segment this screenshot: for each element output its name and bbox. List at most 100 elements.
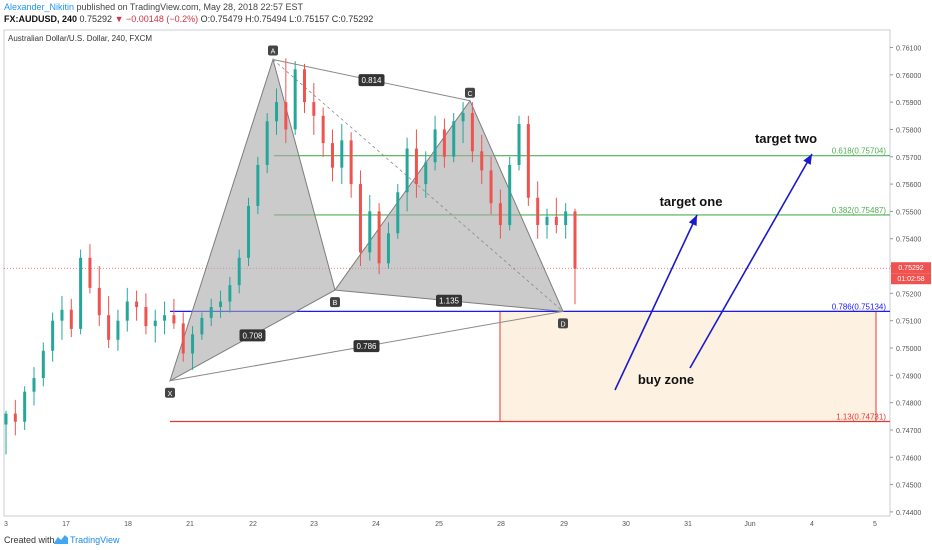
chart-header: Alexander_Nikitin published on TradingVi…: [0, 0, 932, 30]
candle-body: [88, 257, 92, 288]
tradingview-logo-icon: [54, 535, 68, 544]
x-tick-label: 5: [873, 521, 877, 528]
y-tick-label: 0.75100: [896, 319, 921, 326]
candle-body: [424, 162, 428, 185]
fib-level-label: 0.382(0.75487): [832, 206, 887, 215]
candle-body: [470, 113, 474, 152]
x-tick-label: 22: [249, 521, 257, 528]
plot-frame: [3, 29, 891, 517]
x-tick-label: 21: [186, 521, 194, 528]
candle-body: [97, 287, 101, 316]
candle-body: [163, 315, 167, 321]
candle-body: [265, 121, 269, 165]
candle-body: [368, 211, 372, 253]
y-tick-label: 0.76100: [896, 45, 921, 52]
x-tick-label: 31: [684, 521, 692, 528]
ratio-label-bg: [436, 294, 462, 307]
candle-body: [312, 102, 316, 116]
pattern-point-bg: [165, 387, 175, 398]
candle-body: [330, 143, 334, 168]
candle-body: [452, 121, 456, 157]
candle-body: [60, 309, 64, 321]
candle-body: [172, 315, 176, 324]
buy-zone-box: [499, 310, 877, 422]
candle-body: [564, 211, 568, 226]
x-tick-label: Jun: [744, 521, 755, 528]
pattern-point-bg: [465, 87, 475, 98]
candle-body: [554, 216, 558, 226]
candle-body: [545, 216, 549, 226]
candle-body: [405, 148, 409, 193]
y-tick-label: 0.74900: [896, 373, 921, 380]
candle-body: [480, 151, 484, 171]
footer: Created with TradingView: [0, 532, 932, 550]
candle-body: [498, 203, 502, 226]
annotation-text: target one: [660, 194, 723, 209]
candle-body: [256, 164, 260, 206]
fib-level-label: 1.13(0.74731): [836, 412, 886, 421]
pattern-point-label: C: [467, 91, 472, 98]
candle-body: [209, 307, 213, 318]
last-price-tag-label: 0.75292: [898, 265, 923, 272]
candle-body: [79, 257, 83, 329]
target-arrow-line: [614, 214, 698, 391]
candle-body: [153, 320, 157, 327]
annotation-text: target two: [755, 131, 817, 146]
annotation-text: buy zone: [638, 372, 694, 387]
candle-body: [526, 123, 530, 198]
candlestick-chart[interactable]: 0.618(0.75704) 0.382(0.75487) 0.786(0.7513…: [0, 28, 932, 532]
symbol-label: FX:AUDUSD, 240: [4, 14, 78, 24]
arrow-head-icon: [803, 154, 812, 165]
candle-body: [396, 192, 400, 234]
ratio-label-bg: [358, 74, 385, 87]
candle-body: [349, 140, 353, 185]
x-tick-label: 25: [435, 521, 443, 528]
candle-body: [284, 102, 288, 130]
author-link[interactable]: Alexander_Nikitin: [4, 2, 75, 12]
price-change: −0.00148 (−0.2%): [126, 14, 199, 24]
candle-body: [69, 309, 73, 329]
candle-body: [135, 301, 139, 308]
candle-body: [51, 320, 55, 351]
pattern-point-bg: [558, 318, 568, 329]
candle-body: [573, 211, 577, 269]
candle-body: [13, 413, 17, 422]
x-tick-label: 29: [560, 521, 568, 528]
candle-body: [377, 211, 381, 264]
quote-line: FX:AUDUSD, 240 0.75292 ▼ −0.00148 (−0.2%…: [4, 14, 373, 24]
y-tick-label: 0.75000: [896, 346, 921, 353]
target-arrow-line: [689, 153, 813, 369]
ohlc-values: O:0.75479 H:0.75494 L:0.75157 C:0.75292: [200, 14, 374, 24]
candle-body: [340, 140, 344, 168]
y-tick-label: 0.75200: [896, 291, 921, 298]
y-tick-label: 0.75900: [896, 100, 921, 107]
pattern-point-label: D: [560, 321, 565, 328]
candle-body: [191, 334, 195, 354]
down-arrow-icon: ▼: [114, 14, 124, 24]
candle-body: [302, 69, 306, 103]
candle-body: [275, 102, 279, 122]
last-price: 0.75292: [79, 14, 113, 24]
ratio-label-bg: [353, 340, 380, 353]
candle-body: [517, 123, 521, 165]
countdown-tag: [891, 273, 931, 285]
fib-level-label: 0.786(0.75134): [832, 302, 887, 311]
tradingview-link[interactable]: TradingView: [70, 535, 120, 545]
y-tick-label: 0.74600: [896, 455, 921, 462]
x-tick-label: 3: [4, 521, 8, 528]
x-tick-label: 24: [372, 521, 380, 528]
y-tick-label: 0.75500: [896, 209, 921, 216]
candle-body: [125, 301, 129, 321]
candle-body: [536, 197, 540, 226]
y-tick-label: 0.74800: [896, 401, 921, 408]
y-tick-label: 0.74400: [896, 510, 921, 517]
x-tick-label: 18: [124, 521, 132, 528]
candle-body: [247, 205, 251, 258]
x-tick-label: 30: [622, 521, 630, 528]
candle-body: [32, 378, 36, 392]
candle-body: [228, 285, 232, 302]
publish-line: Alexander_Nikitin published on TradingVi…: [4, 2, 303, 12]
candle-body: [4, 413, 8, 425]
pattern-point-label: A: [271, 49, 276, 56]
candle-body: [23, 391, 27, 422]
